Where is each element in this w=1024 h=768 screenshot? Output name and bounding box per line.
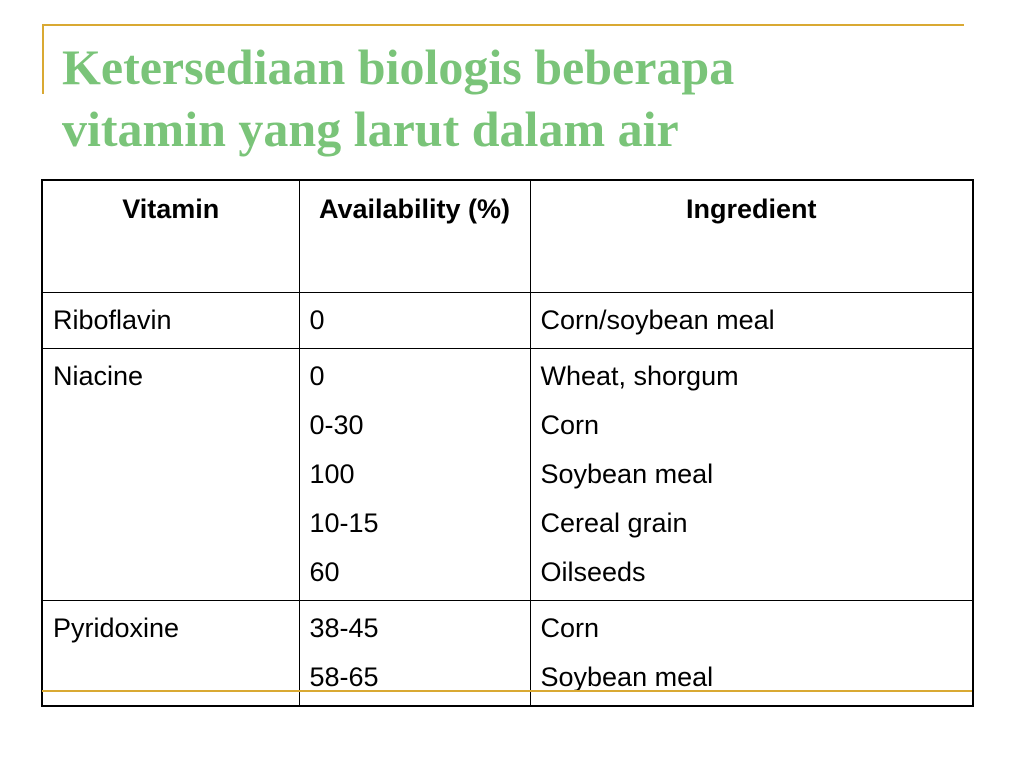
- table-row: Niacine 0 0-30 100 10-15 60 Wheat, shorg…: [41, 347, 974, 601]
- table-row: Riboflavin 0 Corn/soybean meal: [41, 291, 974, 349]
- cell-availability: 0: [298, 291, 531, 349]
- ingredient-value: Corn: [540, 612, 600, 643]
- bottom-accent-line: [42, 690, 972, 692]
- ingredient-value: Wheat, shorgum: [540, 360, 739, 391]
- vitamin-name: Niacine: [53, 360, 144, 391]
- ingredient-value: Corn: [540, 409, 600, 440]
- slide-title-line-2: vitamin yang larut dalam air: [62, 101, 679, 157]
- cell-availability: 38-45 58-65: [298, 599, 531, 706]
- cell-availability: 0 0-30 100 10-15 60: [298, 347, 531, 601]
- table-row: Pyridoxine 38-45 58-65 Corn Soybean meal: [41, 599, 974, 706]
- slide-title: Ketersediaan biologis beberapa vitamin y…: [62, 36, 962, 160]
- slide-title-line-1: Ketersediaan biologis beberapa: [62, 39, 735, 95]
- cell-vitamin: Riboflavin: [41, 291, 300, 349]
- header-vitamin: Vitamin: [41, 179, 300, 293]
- availability-value: 100: [309, 458, 355, 489]
- ingredient-value: Oilseeds: [540, 556, 646, 587]
- cell-ingredient: Wheat, shorgum Corn Soybean meal Cereal …: [529, 347, 974, 601]
- cell-vitamin: Niacine: [41, 347, 300, 601]
- vitamin-availability-table: Vitamin Availability (%) Ingredient Ribo…: [41, 179, 974, 707]
- cell-ingredient: Corn Soybean meal: [529, 599, 974, 706]
- availability-value: 0-30: [309, 409, 364, 440]
- availability-value: 0: [309, 304, 325, 335]
- ingredient-value: Soybean meal: [540, 458, 714, 489]
- table-header-row: Vitamin Availability (%) Ingredient: [41, 179, 974, 293]
- ingredient-value: Corn/soybean meal: [540, 304, 775, 335]
- availability-value: 58-65: [309, 661, 379, 692]
- availability-value: 10-15: [309, 507, 379, 538]
- cell-vitamin: Pyridoxine: [41, 599, 300, 706]
- top-accent-line: [42, 24, 964, 26]
- header-ingredient: Ingredient: [529, 179, 974, 293]
- availability-value: 0: [309, 360, 325, 391]
- availability-value: 60: [309, 556, 340, 587]
- header-availability: Availability (%): [298, 179, 531, 293]
- vitamin-name: Pyridoxine: [53, 612, 180, 643]
- availability-value: 38-45: [309, 612, 379, 643]
- ingredient-value: Cereal grain: [540, 507, 688, 538]
- ingredient-value: Soybean meal: [540, 661, 714, 692]
- left-accent-line: [42, 24, 44, 94]
- vitamin-name: Riboflavin: [53, 304, 172, 335]
- cell-ingredient: Corn/soybean meal: [529, 291, 974, 349]
